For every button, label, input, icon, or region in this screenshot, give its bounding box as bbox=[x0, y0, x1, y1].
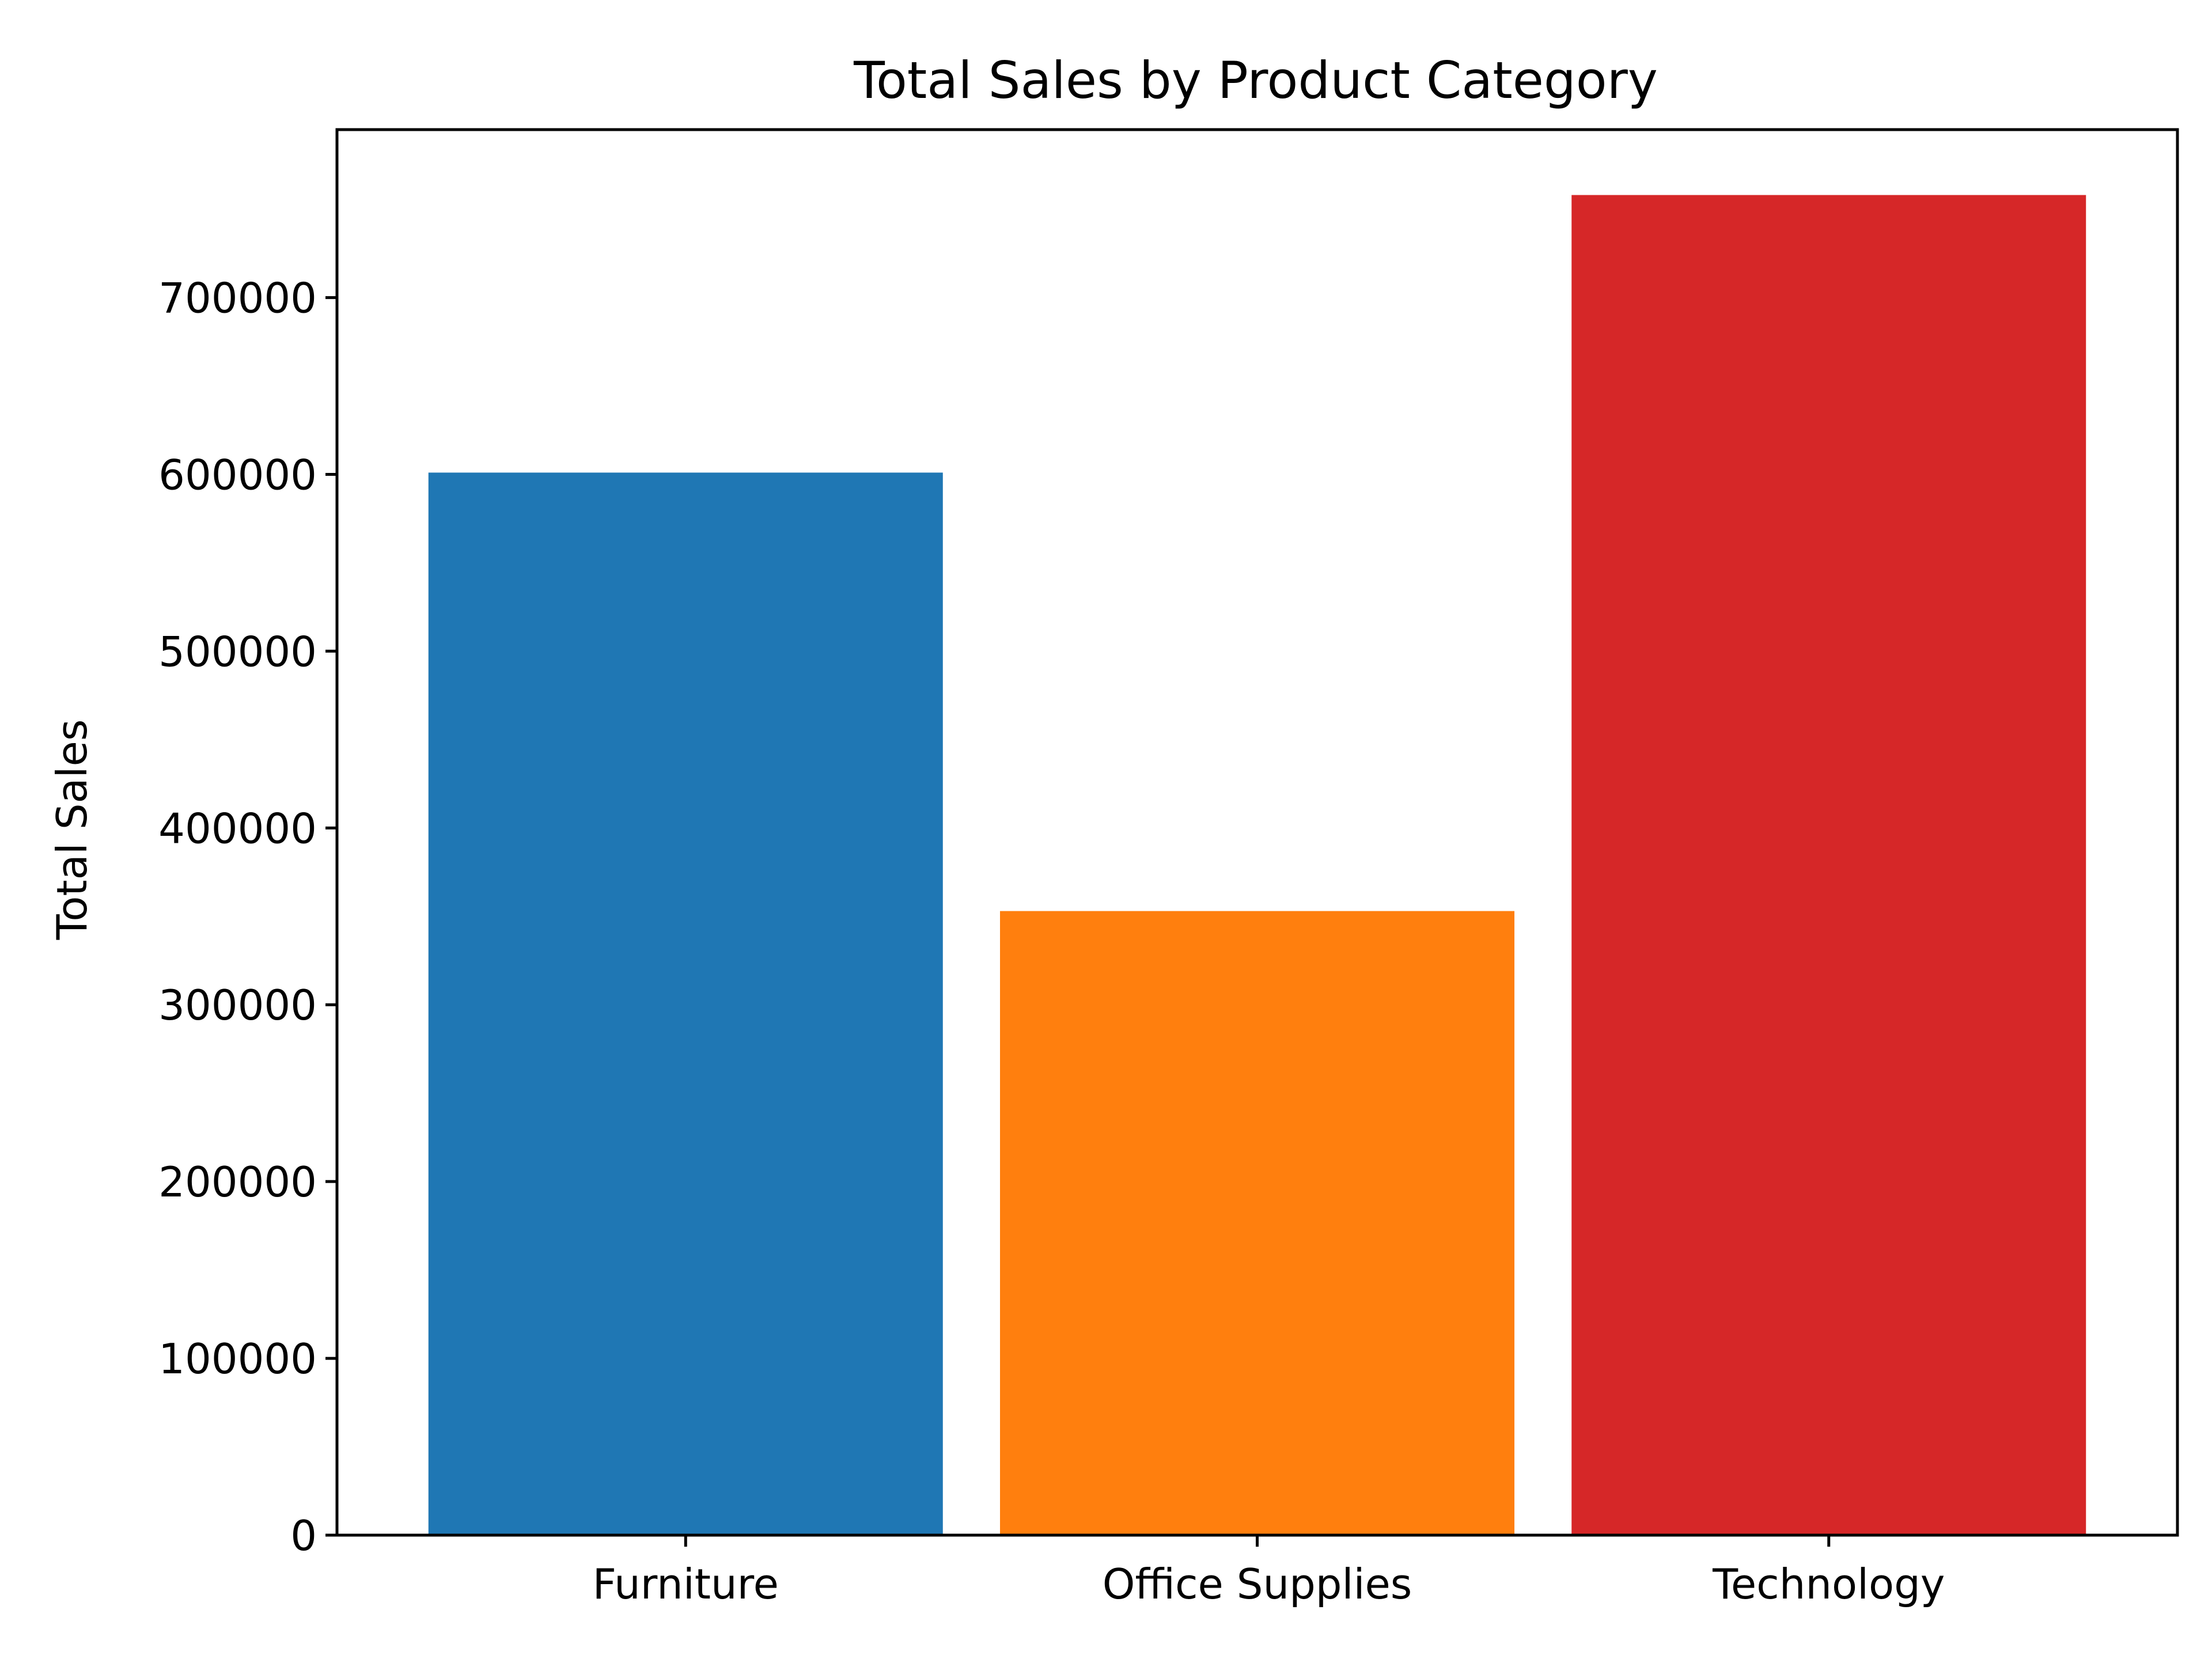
y-tick-label: 0 bbox=[290, 1512, 317, 1560]
y-axis-ticks: 0 100000 200000 300000 400000 500000 600000 700… bbox=[158, 274, 337, 1560]
y-tick-label: 700000 bbox=[158, 274, 317, 323]
bar-office-supplies bbox=[999, 911, 1515, 1535]
y-tick-label: 100000 bbox=[158, 1335, 317, 1383]
y-tick-label: 500000 bbox=[158, 627, 317, 676]
y-tick-label: 200000 bbox=[158, 1158, 317, 1206]
y-tick-label: 300000 bbox=[158, 981, 317, 1029]
y-tick-label: 600000 bbox=[158, 450, 317, 499]
x-tick-label: Furniture bbox=[593, 1560, 779, 1608]
y-tick-label: 400000 bbox=[158, 804, 317, 853]
plot-frame bbox=[335, 128, 2179, 1537]
y-axis-label: Total Sales bbox=[48, 719, 96, 941]
x-tick-label: Technology bbox=[1712, 1560, 1945, 1608]
x-tick-label: Office Supplies bbox=[1103, 1560, 1412, 1608]
bar-technology bbox=[1571, 195, 2086, 1535]
bar-furniture bbox=[428, 472, 943, 1535]
chart-title: Total Sales by Product Category bbox=[853, 51, 1658, 110]
bars-group bbox=[428, 195, 2086, 1535]
x-axis-ticks: Furniture Office Supplies Technology bbox=[593, 1535, 1945, 1608]
